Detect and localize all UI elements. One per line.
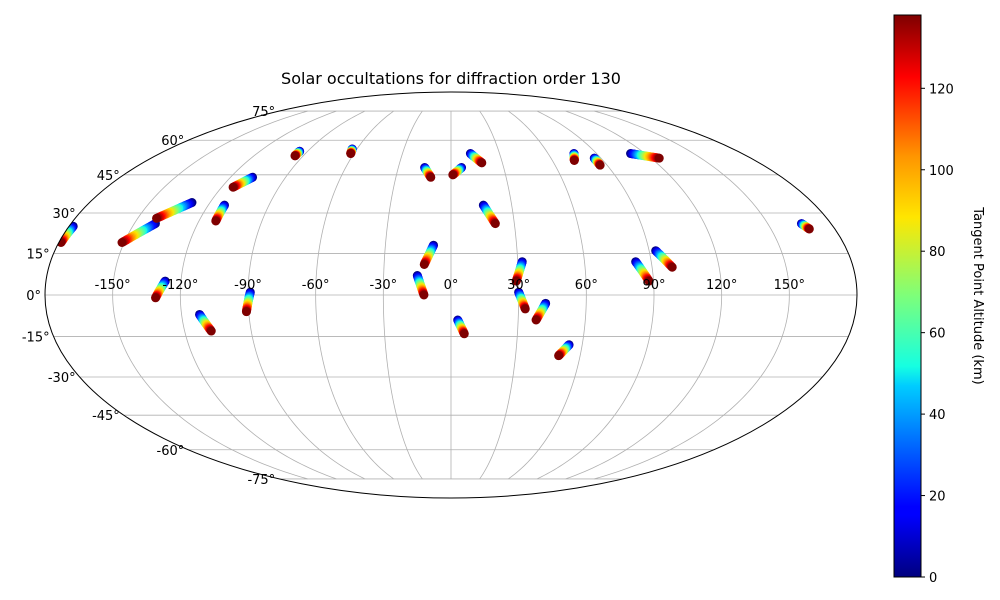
- y-tick-label: 15°: [27, 247, 50, 262]
- colorbar-tick-label: 20: [929, 490, 946, 505]
- occultation-track: [195, 309, 216, 336]
- y-tick-label: -30°: [48, 371, 76, 386]
- occultation-point: [211, 216, 221, 226]
- occultation-track: [419, 240, 439, 269]
- occultation-track: [152, 198, 197, 223]
- occultation-track: [797, 219, 814, 234]
- occultation-track: [514, 287, 530, 314]
- occultation-point: [151, 293, 161, 303]
- y-tick-label: -60°: [157, 444, 185, 459]
- occultation-point: [419, 290, 429, 300]
- occultation-track: [241, 287, 255, 317]
- occultation-point: [346, 149, 356, 159]
- occultation-point: [569, 155, 579, 165]
- colorbar-label: Tangent Point Altitude (km): [970, 206, 985, 384]
- y-tick-label: 60°: [161, 134, 184, 149]
- x-tick-label: 120°: [706, 278, 737, 293]
- colorbar-tick-label: 0: [929, 571, 937, 586]
- occultation-track: [569, 149, 579, 165]
- occultation-point: [426, 172, 436, 182]
- occultation-point: [644, 276, 654, 286]
- colorbar-tick-label: 120: [929, 82, 954, 97]
- occultation-point: [531, 315, 541, 325]
- chart-title: Solar occultations for diffraction order…: [281, 69, 621, 88]
- occultation-point: [459, 329, 469, 339]
- occultation-track: [228, 172, 258, 192]
- occultation-point: [667, 262, 677, 272]
- occultation-points: [56, 144, 814, 361]
- occultation-point: [554, 351, 564, 361]
- x-tick-label: 60°: [575, 278, 598, 293]
- occultation-track: [651, 246, 677, 272]
- occultation-point: [520, 304, 530, 314]
- occultation-track: [453, 315, 469, 339]
- occultation-track: [151, 276, 170, 303]
- colorbar-tick-label: 60: [929, 327, 946, 342]
- occultation-track: [626, 149, 664, 163]
- y-tick-label: -75°: [247, 473, 275, 488]
- occultation-track: [412, 271, 429, 300]
- colorbar-tick-label: 40: [929, 408, 946, 423]
- axis-tick-labels: -150° -120° -90° -60° -30° 0° 30° 60° 90° 120° 150…: [22, 105, 805, 488]
- occultation-track: [56, 221, 78, 247]
- y-tick-label: 0°: [26, 289, 41, 304]
- occultation-point: [290, 151, 300, 161]
- y-tick-label: 75°: [252, 105, 275, 120]
- occultation-point: [241, 307, 251, 317]
- colorbar: 0 20 40 60 80 100 120 Tangent Point Altitude (…: [893, 14, 985, 586]
- colorbar-tick-label: 100: [929, 164, 954, 179]
- occultation-track: [554, 340, 574, 361]
- occultation-track: [448, 163, 467, 180]
- occultation-point: [511, 276, 521, 286]
- x-tick-label: -90°: [234, 278, 262, 293]
- x-tick-label: -60°: [302, 278, 330, 293]
- occultation-point: [654, 153, 664, 163]
- occultation-point: [477, 158, 487, 168]
- colorbar-gradient: [893, 14, 922, 578]
- occultation-track: [531, 298, 551, 325]
- occultation-track: [117, 219, 160, 247]
- occultation-point: [490, 219, 500, 229]
- colorbar-ticks: 0 20 40 60 80 100 120: [921, 82, 954, 586]
- occultation-point: [152, 213, 162, 223]
- occultation-track: [478, 200, 500, 229]
- occultation-track: [511, 257, 527, 286]
- occultation-track: [465, 149, 487, 168]
- occultation-track: [346, 144, 357, 159]
- occultation-point: [206, 326, 216, 336]
- map-grid: [45, 110, 857, 480]
- y-tick-label: -15°: [22, 331, 50, 346]
- x-tick-label: -30°: [369, 278, 397, 293]
- x-tick-label: 0°: [444, 278, 459, 293]
- occultation-point: [419, 259, 429, 269]
- occultation-point: [595, 160, 605, 170]
- x-tick-label: -150°: [95, 278, 131, 293]
- x-tick-label: 150°: [774, 278, 805, 293]
- occultation-track: [211, 200, 229, 226]
- x-tick-label: 30°: [507, 278, 530, 293]
- x-tick-label: -120°: [162, 278, 198, 293]
- occultation-point: [804, 224, 814, 234]
- y-tick-label: 45°: [97, 169, 120, 184]
- occultation-track: [631, 257, 654, 286]
- map-boundary: [44, 91, 858, 499]
- occultation-point: [228, 182, 238, 192]
- occultation-point: [117, 238, 127, 247]
- occultation-point: [448, 170, 458, 180]
- y-tick-label: -45°: [92, 409, 120, 424]
- occultation-track: [290, 146, 305, 161]
- x-tick-label: 90°: [642, 278, 665, 293]
- occultation-track: [589, 153, 605, 170]
- colorbar-tick-label: 80: [929, 245, 946, 260]
- occultation-track: [420, 163, 436, 182]
- y-tick-label: 30°: [53, 207, 76, 222]
